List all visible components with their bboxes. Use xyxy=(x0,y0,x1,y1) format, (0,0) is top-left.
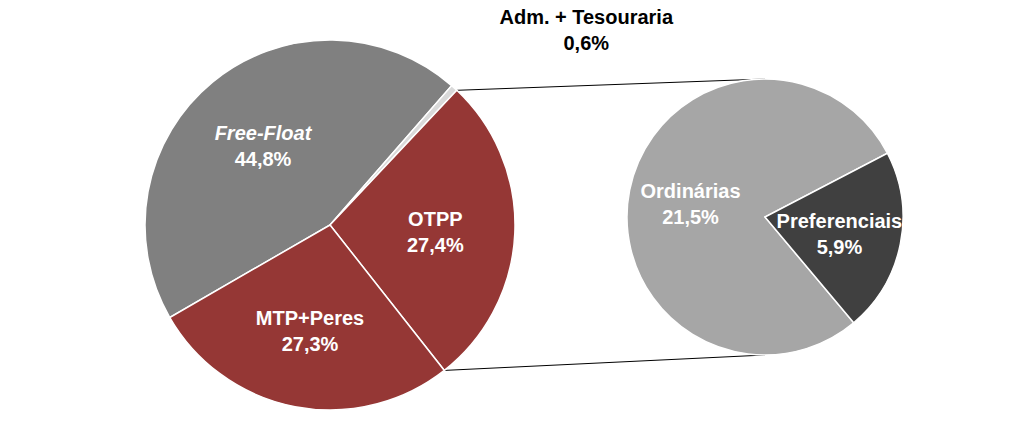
slice-label: Adm. + Tesouraria xyxy=(499,6,673,28)
pie xyxy=(627,79,903,355)
connector-line xyxy=(444,355,765,370)
slice-label: Ordinárias xyxy=(641,180,741,202)
slice-label: MTP+Peres xyxy=(256,307,364,329)
pie-slice xyxy=(170,225,445,410)
slice-value-label: 0,6% xyxy=(563,32,609,54)
pie xyxy=(145,40,515,410)
slice-label: Free-Float xyxy=(215,122,313,144)
slice-value-label: 44,8% xyxy=(235,148,292,170)
pie-slice xyxy=(765,153,903,322)
slice-label: OTPP xyxy=(408,208,462,230)
slice-value-label: 5,9% xyxy=(817,236,863,258)
slice-label: Preferenciais xyxy=(777,210,903,232)
slice-value-label: 27,4% xyxy=(407,234,464,256)
slice-value-label: 21,5% xyxy=(662,206,719,228)
slice-value-label: 27,3% xyxy=(282,333,339,355)
chart: Free-Float 44,8% Adm. + Tesouraria 0,6% OTPP… xyxy=(0,0,1018,428)
